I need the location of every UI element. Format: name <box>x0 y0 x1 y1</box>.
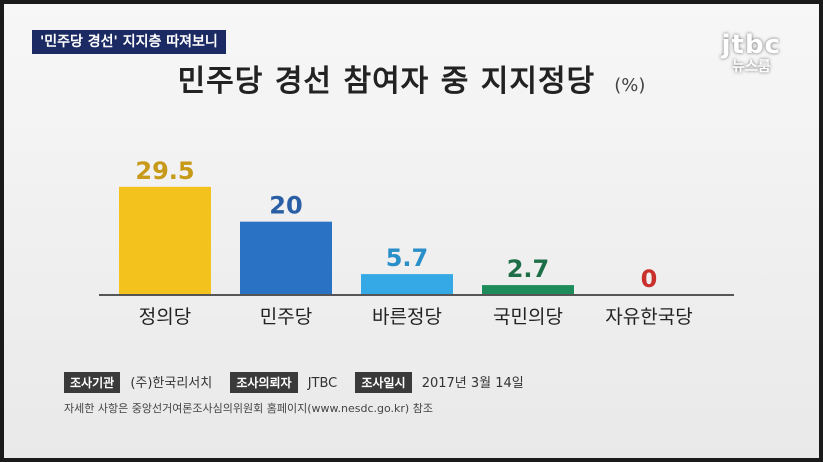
bar-2 <box>240 221 332 295</box>
client-label: 조사의뢰자 <box>230 372 298 393</box>
category-label-3: 바른정당 <box>372 306 442 328</box>
org-value: (주)한국리서치 <box>130 376 213 391</box>
bar-3 <box>361 274 453 295</box>
source-note: 자세한 사항은 중앙선거여론조사심의위원회 홈페이지(www.nesdc.go.… <box>64 402 433 415</box>
category-label-2: 민주당 <box>260 306 312 328</box>
value-label-5: 0 <box>641 265 658 293</box>
chart-title: 민주당 경선 참여자 중 지지정당 <box>177 64 596 99</box>
category-label-5: 자유한국당 <box>605 306 692 328</box>
chart-unit: (%) <box>614 75 646 96</box>
broadcast-screen: '민주당 경선' 지지층 따져보니 jtbc 뉴스룸 민주당 경선 참여자 중 … <box>4 4 819 458</box>
jtbc-logo: jtbc 뉴스룸 <box>722 32 781 76</box>
logo-sub-text: 뉴스룸 <box>731 59 771 75</box>
client-value: JTBC <box>307 376 338 391</box>
value-label-2: 20 <box>269 192 302 220</box>
topic-tag: '민주당 경선' 지지층 따져보니 <box>32 30 226 54</box>
chart-title-row: 민주당 경선 참여자 중 지지정당 (%) <box>4 56 819 100</box>
value-label-4: 2.7 <box>507 255 550 283</box>
logo-main-text: jtbc <box>721 30 781 60</box>
date-label: 조사일시 <box>355 372 412 393</box>
bar-chart: 29.5 정의당 20 민주당 5.7 바른정당 2.7 국민의당 0 자유한국당 <box>99 157 734 328</box>
category-label-4: 국민의당 <box>493 306 563 328</box>
bar-4 <box>482 285 574 295</box>
value-label-3: 5.7 <box>386 244 429 272</box>
bar-1 <box>119 186 211 295</box>
value-label-1: 29.5 <box>135 157 194 185</box>
date-value: 2017년 3월 14일 <box>421 376 524 391</box>
org-label: 조사기관 <box>64 372 121 393</box>
category-label-1: 정의당 <box>139 306 191 328</box>
survey-info-row: 조사기관 (주)한국리서치 조사의뢰자 JTBC 조사일시 2017년 3월 1… <box>64 372 538 393</box>
